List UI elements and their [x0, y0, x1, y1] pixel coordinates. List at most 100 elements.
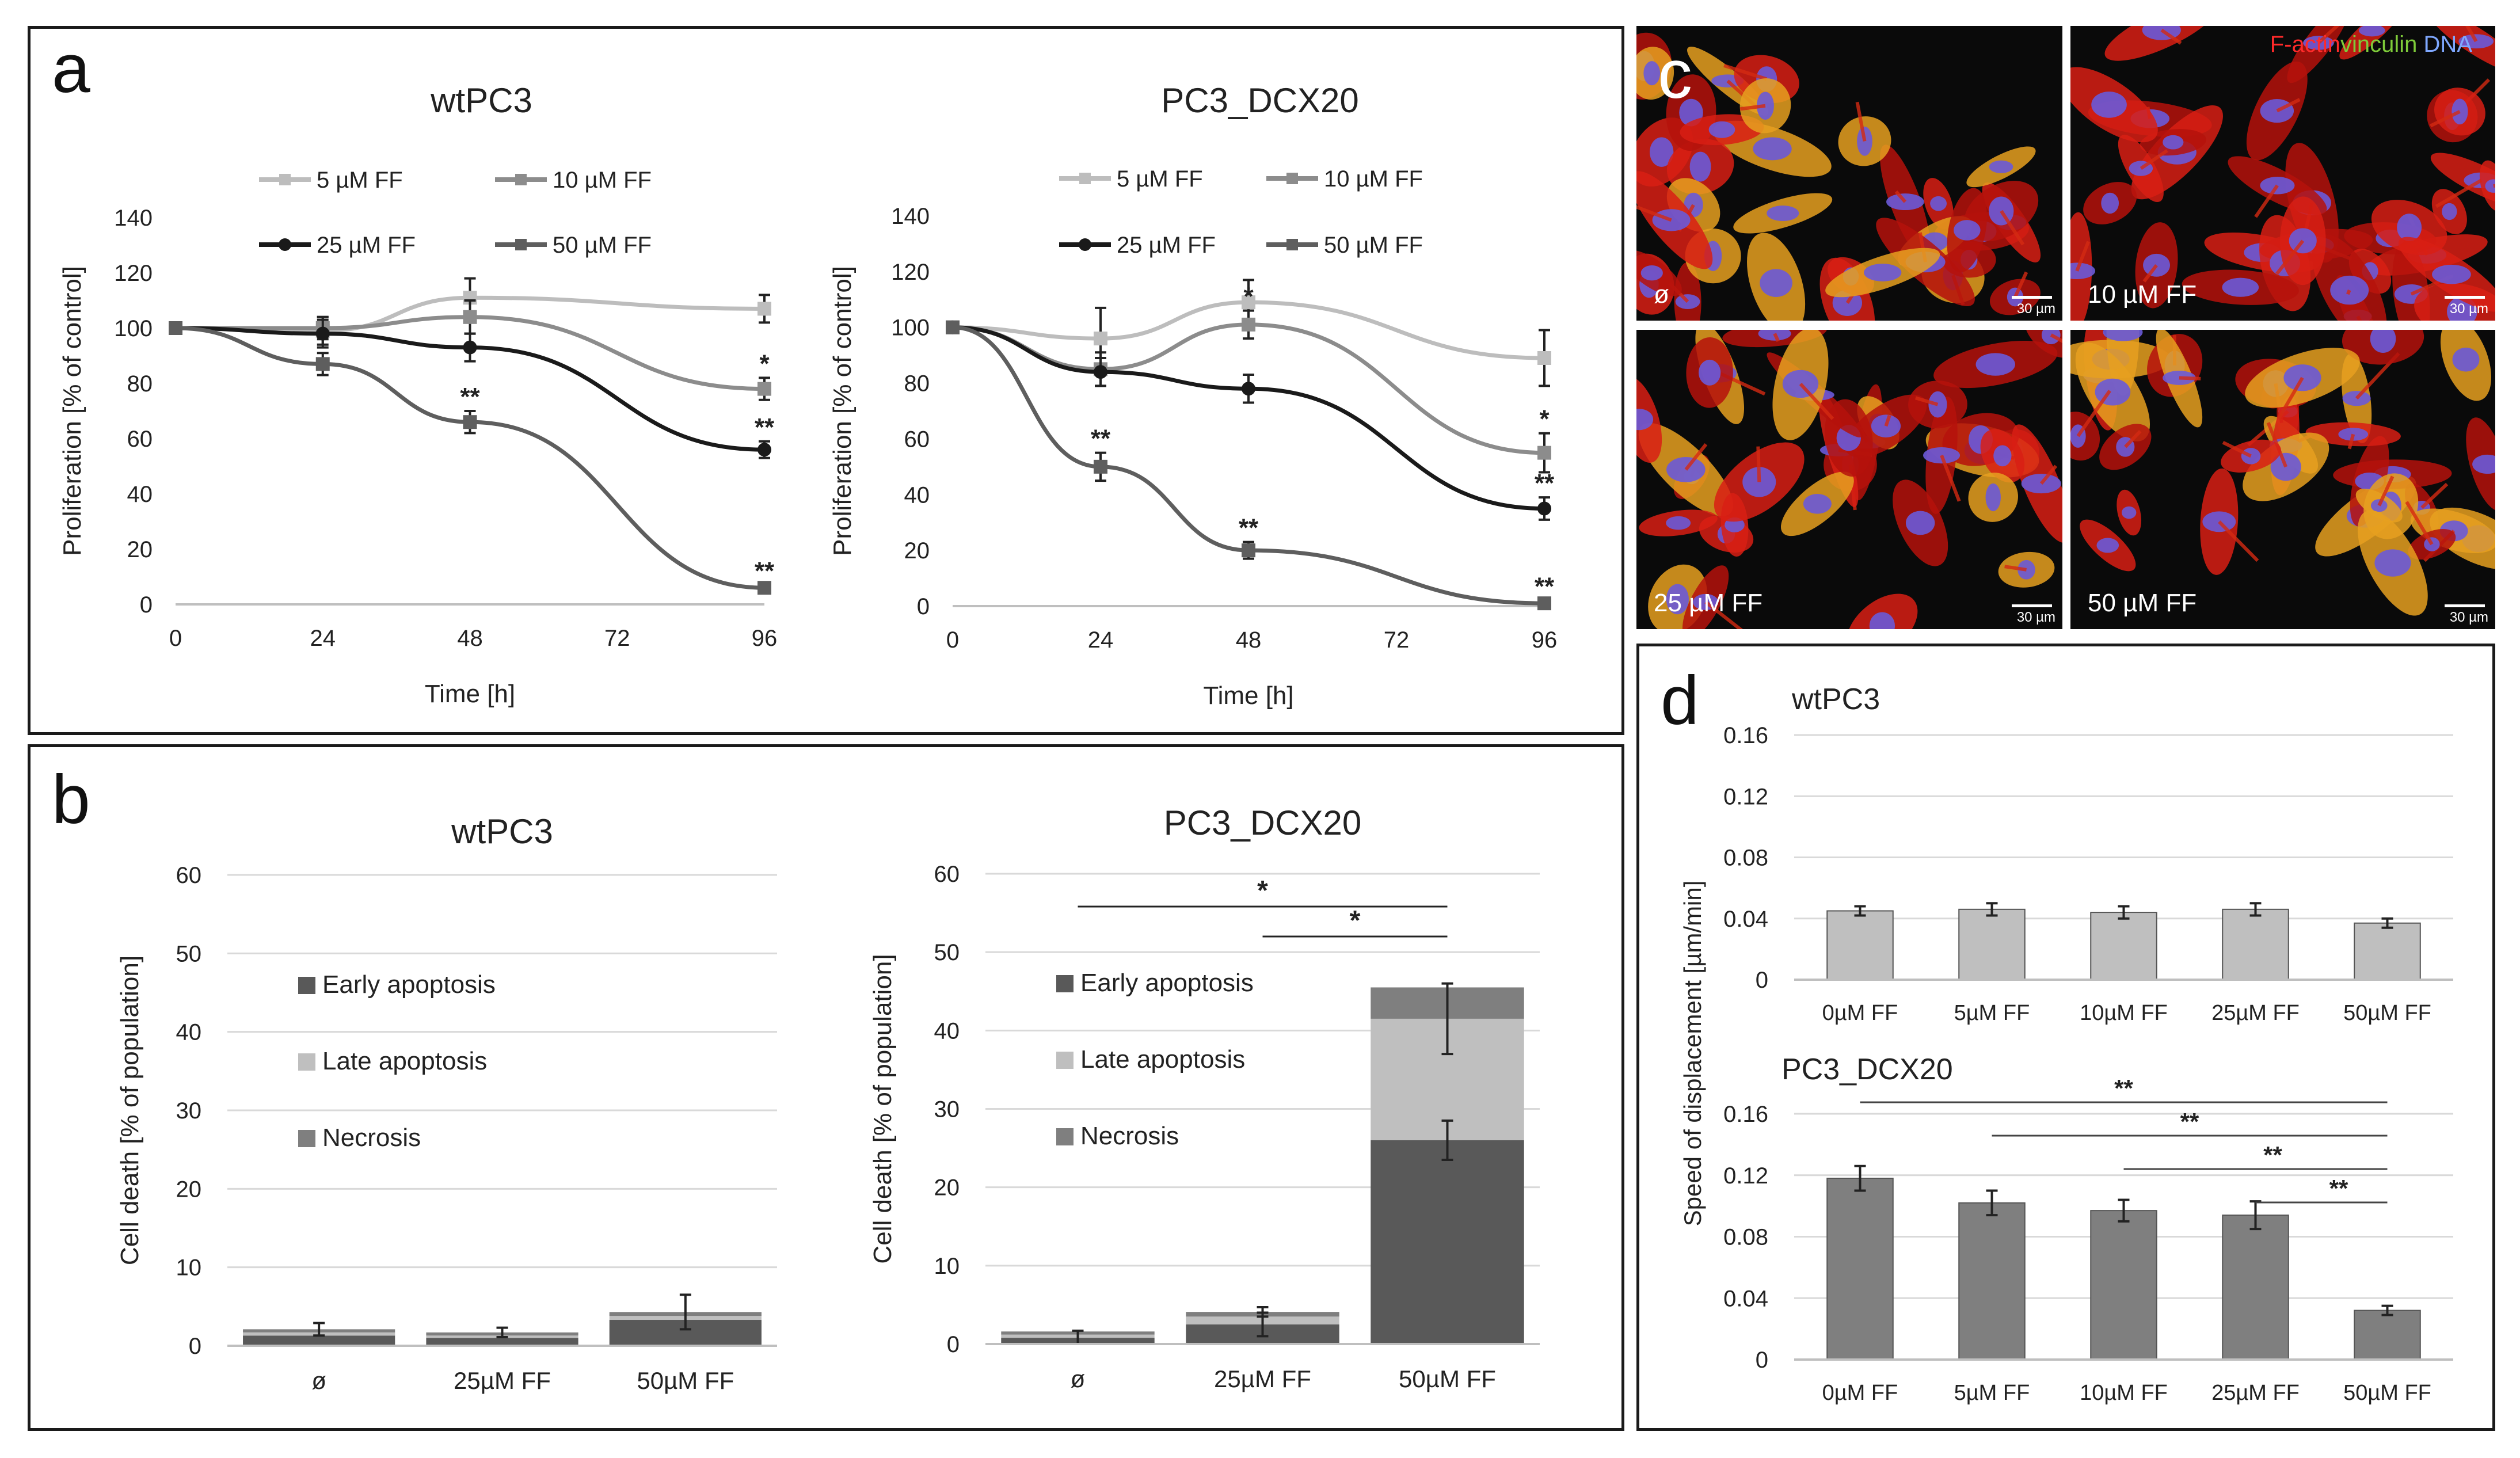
- y-tick-label: 10: [934, 1254, 960, 1279]
- data-point: [463, 415, 477, 429]
- y-tick-label: 0.04: [1723, 907, 1768, 932]
- data-point: [1537, 596, 1551, 611]
- data-point: [757, 443, 771, 457]
- y-tick-label: 0.16: [1723, 1102, 1768, 1127]
- y-tick-label: 0: [1756, 968, 1768, 993]
- cell-process: [1855, 101, 1867, 142]
- panel-label-c: c: [1658, 36, 1692, 113]
- bar: [2222, 1215, 2289, 1360]
- bar: [2354, 1309, 2421, 1361]
- legend-swatch: [1056, 1052, 1074, 1069]
- y-tick-label: 50: [176, 941, 202, 966]
- panel-label-a: a: [52, 30, 90, 107]
- x-tick-label: 50µM FF: [637, 1367, 734, 1394]
- bar: [1826, 910, 1894, 980]
- cell-process: [2218, 520, 2259, 562]
- cell-process: [1723, 63, 1768, 81]
- bar: [1958, 1202, 2026, 1361]
- x-tick-label: 72: [604, 626, 630, 651]
- legend-label: Late apoptosis: [322, 1047, 487, 1075]
- data-point: [1242, 317, 1255, 332]
- legend-marker: [279, 174, 291, 185]
- significance-marker: **: [2329, 1175, 2348, 1202]
- cell-nucleus: [1652, 209, 1691, 231]
- y-tick-label: 30: [176, 1098, 202, 1124]
- y-tick-label: 120: [114, 261, 153, 286]
- chart-title: wtPC3: [451, 812, 553, 851]
- significance-marker: *: [1350, 905, 1361, 936]
- cell-nucleus: [2432, 264, 2471, 284]
- data-point: [757, 382, 771, 396]
- y-tick-label: 0.12: [1723, 1163, 1768, 1189]
- legend-label: Early apoptosis: [1080, 969, 1254, 997]
- x-tick-label: 5µM FF: [1954, 1381, 2030, 1405]
- cell-process: [2050, 333, 2062, 343]
- x-tick-label: 96: [752, 626, 778, 651]
- cell-nucleus: [1985, 483, 2001, 512]
- data-point: [1537, 351, 1551, 365]
- cell-nucleus: [1871, 414, 1901, 438]
- cell-process: [2160, 28, 2182, 45]
- cell-process: [1884, 414, 1891, 427]
- cell-nucleus: [2442, 203, 2457, 220]
- data-point: [463, 310, 477, 324]
- cell-process: [2277, 376, 2304, 420]
- scale-label: 30 µm: [2449, 301, 2488, 317]
- scale-bar: [2012, 604, 2052, 607]
- y-tick-label: 0.08: [1723, 846, 1768, 871]
- cell-nucleus: [1666, 584, 1689, 615]
- legend-label: Necrosis: [322, 1124, 421, 1152]
- bar: [2354, 922, 2421, 980]
- y-tick-label: 0: [189, 1334, 201, 1359]
- stack-segment: [1371, 1140, 1524, 1344]
- scale-label: 30 µm: [2449, 610, 2488, 625]
- cell-process: [1940, 454, 1961, 502]
- y-tick-label: 60: [176, 863, 202, 888]
- legend-marker: [515, 239, 527, 250]
- cell-nucleus: [1640, 265, 1663, 281]
- y-tick-label: 10: [176, 1255, 202, 1281]
- x-tick-label: 48: [1236, 627, 1262, 653]
- y-tick-label: 20: [904, 538, 930, 564]
- cell-nucleus: [2121, 506, 2137, 519]
- stain-dna: DNA: [2423, 32, 2472, 57]
- data-point: [1094, 459, 1107, 474]
- cell-nucleus: [1689, 151, 1711, 182]
- x-tick-label: 24: [310, 626, 336, 651]
- cell-nucleus: [1636, 409, 1654, 431]
- y-tick-label: 120: [891, 260, 930, 285]
- significance-marker: *: [1539, 405, 1550, 433]
- micro-image-10um: 10 µM FF 30 µm F-actinvinculin DNA: [2070, 26, 2495, 321]
- cell-process: [2346, 289, 2351, 295]
- cell-nucleus: [1649, 137, 1674, 167]
- cell-nucleus: [2330, 275, 2369, 305]
- cell-nucleus: [1923, 447, 1961, 464]
- x-tick-label: 50µM FF: [2343, 1381, 2431, 1405]
- significance-marker: **: [755, 413, 775, 441]
- panel-label-b: b: [52, 761, 90, 838]
- cell-nucleus: [1742, 467, 1776, 497]
- data-point: [315, 326, 330, 341]
- x-tick-label: ø: [1071, 1365, 1086, 1392]
- micro-image-control: ø 30 µm: [1636, 26, 2062, 321]
- cell-nucleus: [1989, 160, 2013, 173]
- data-point: [1094, 365, 1107, 379]
- x-axis-label: Time [h]: [1203, 682, 1293, 710]
- bar: [1826, 1178, 1894, 1361]
- bar: [2090, 1210, 2157, 1361]
- cell-nucleus: [2342, 390, 2371, 406]
- cell-process: [2076, 390, 2111, 437]
- y-tick-label: 30: [934, 1097, 960, 1122]
- cell-nucleus: [2283, 364, 2321, 391]
- x-tick-label: 72: [1384, 627, 1410, 653]
- cell-process: [1915, 396, 1939, 406]
- legend-swatch: [298, 1130, 315, 1147]
- scale-bar: [2012, 296, 2052, 299]
- legend-swatch: [1056, 1128, 1074, 1145]
- legend-label: Late apoptosis: [1080, 1045, 1245, 1073]
- legend-label: 25 µM FF: [1117, 233, 1216, 258]
- panel-a-frame: [28, 26, 1624, 735]
- y-tick-label: 0.12: [1723, 784, 1768, 809]
- x-tick-label: 0: [169, 626, 182, 651]
